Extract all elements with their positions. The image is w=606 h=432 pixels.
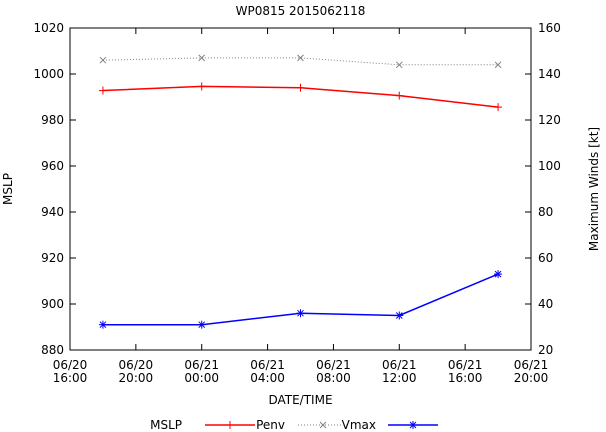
- x-tick-label-date: 06/21: [514, 358, 549, 372]
- series-group: [98, 54, 503, 329]
- x-tick-label-time: 20:00: [119, 371, 154, 385]
- marker-stroke: [409, 421, 417, 429]
- chart-title: WP0815 2015062118: [236, 4, 366, 18]
- x-tick-label-time: 16:00: [448, 371, 483, 385]
- data-point: [296, 309, 305, 318]
- data-point: [98, 320, 107, 329]
- y-axis-label-left: MSLP: [1, 173, 15, 205]
- legend-label: Penv: [256, 418, 285, 432]
- data-point: [494, 61, 502, 69]
- y-tick-label-right: 20: [538, 343, 553, 357]
- legend: MSLP Penv Vmax: [150, 418, 438, 432]
- data-point: [395, 61, 403, 69]
- y-tick-label-right: 140: [538, 67, 561, 81]
- y-tick-label-left: 920: [41, 251, 64, 265]
- legend-entry-mslp-line: [388, 421, 438, 429]
- x-axis-label: DATE/TIME: [268, 393, 332, 407]
- legend-label: Vmax: [342, 418, 376, 432]
- data-point: [395, 311, 404, 320]
- marker-stroke: [319, 421, 327, 429]
- marker-stroke: [297, 309, 304, 317]
- x-tick-label-date: 06/20: [53, 358, 88, 372]
- series-vmax: [99, 54, 502, 69]
- data-point: [409, 421, 417, 429]
- y-tick-label-left: 1020: [33, 21, 64, 35]
- x-tick-label-date: 06/21: [316, 358, 351, 372]
- data-point: [494, 103, 503, 112]
- y-axis-label-right: Maximum Winds [kt]: [587, 127, 601, 251]
- plot-frame: [69, 27, 532, 351]
- marker-stroke: [99, 321, 107, 329]
- marker-stroke: [395, 312, 403, 319]
- data-point: [98, 86, 107, 95]
- marker-stroke: [198, 54, 206, 62]
- x-tick-label-time: 08:00: [316, 371, 351, 385]
- x-tick-label-date: 06/21: [448, 358, 483, 372]
- y-tick-label-left: 880: [41, 343, 64, 357]
- x-tick-label-time: 00:00: [184, 371, 219, 385]
- marker-stroke: [99, 56, 107, 64]
- data-point: [226, 421, 234, 429]
- legend-entry-penv: Penv: [205, 418, 285, 432]
- data-point: [197, 82, 206, 91]
- y-tick-label-left: 940: [41, 205, 64, 219]
- x-tick-label-time: 20:00: [514, 371, 549, 385]
- axis-ticks: 880 900 920 940 960 980 1000 1020 20 40 60 80 100 120…: [33, 21, 560, 385]
- series-line: [102, 57, 499, 66]
- marker-stroke: [297, 54, 304, 62]
- data-point: [99, 56, 107, 64]
- y-tick-label-right: 60: [538, 251, 553, 265]
- x-tick-label-time: 16:00: [53, 371, 88, 385]
- marker-stroke: [395, 61, 403, 69]
- y-tick-label-right: 120: [538, 113, 561, 127]
- x-tick-label-date: 06/21: [382, 358, 417, 372]
- data-point: [395, 91, 404, 100]
- data-point: [494, 270, 503, 279]
- data-point: [296, 83, 305, 92]
- series-mslp: [98, 270, 503, 329]
- data-point: [198, 54, 206, 62]
- legend-entry-mslp: MSLP: [150, 418, 182, 432]
- x-tick-label-date: 06/21: [250, 358, 285, 372]
- y-tick-label-left: 980: [41, 113, 64, 127]
- legend-label: MSLP: [150, 418, 182, 432]
- x-tick-label-date: 06/21: [184, 358, 219, 372]
- x-tick-label-time: 04:00: [250, 371, 285, 385]
- y-tick-label-left: 900: [41, 297, 64, 311]
- y-tick-label-right: 160: [538, 21, 561, 35]
- data-point: [297, 54, 304, 62]
- y-tick-label-right: 40: [538, 297, 553, 311]
- y-tick-label-right: 80: [538, 205, 553, 219]
- y-tick-label-left: 960: [41, 159, 64, 173]
- marker-stroke: [198, 321, 206, 329]
- x-tick-label-time: 12:00: [382, 371, 417, 385]
- y-tick-label-left: 1000: [33, 67, 64, 81]
- legend-entry-vmax: Vmax: [298, 418, 376, 432]
- series-penv: [98, 82, 503, 112]
- x-tick-label-date: 06/20: [119, 358, 154, 372]
- marker-stroke: [494, 61, 502, 69]
- data-point: [197, 320, 206, 329]
- y-tick-label-right: 100: [538, 159, 561, 173]
- marker-stroke: [494, 270, 502, 278]
- data-point: [319, 421, 327, 429]
